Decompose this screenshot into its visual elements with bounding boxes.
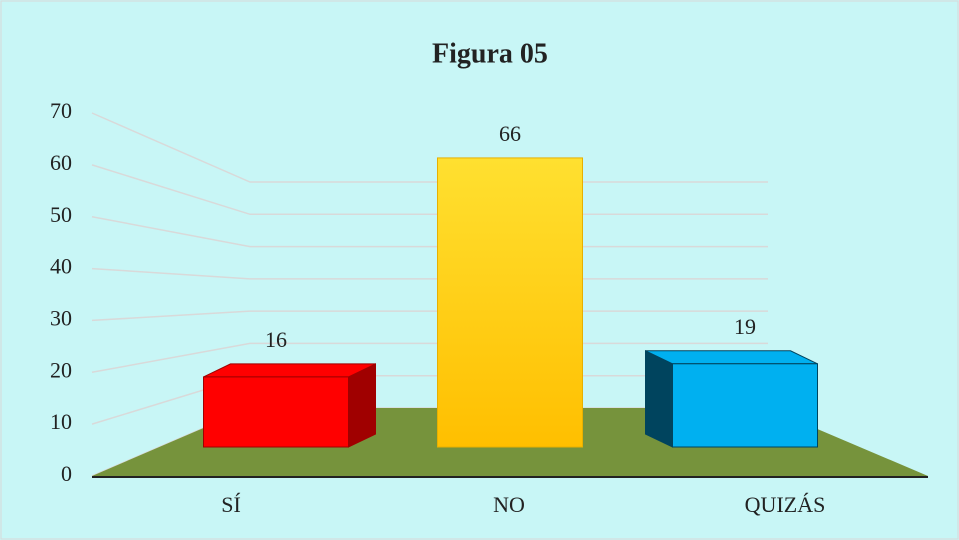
grid-line [91, 342, 768, 374]
value-label: 16 [265, 327, 287, 352]
grid-line [91, 310, 768, 322]
y-tick-label: 30 [50, 305, 72, 330]
x-tick-label: NO [493, 492, 525, 517]
y-tick-label: 10 [50, 409, 72, 434]
y-tick-label: 0 [61, 461, 72, 486]
bar-side [645, 349, 673, 448]
grid-line [91, 215, 768, 248]
bar-top [203, 363, 376, 378]
bar [437, 157, 583, 448]
y-tick-label: 40 [50, 254, 72, 279]
y-tick-label: 60 [50, 150, 72, 175]
grid-line [91, 267, 768, 280]
value-label: 66 [499, 121, 521, 146]
chart-title: Figura 05 [432, 38, 548, 69]
value-label: 19 [734, 314, 756, 339]
x-tick-label: SÍ [221, 492, 241, 517]
y-tick-label: 20 [50, 357, 72, 382]
y-tick-label: 50 [50, 202, 72, 227]
bar [203, 376, 349, 448]
bar-top [645, 350, 818, 365]
grid-line [91, 112, 768, 183]
bar-side [348, 363, 376, 448]
y-tick-label: 70 [50, 98, 72, 123]
grid-line [91, 164, 768, 216]
x-tick-label: QUIZÁS [745, 492, 826, 517]
bar [672, 363, 818, 448]
